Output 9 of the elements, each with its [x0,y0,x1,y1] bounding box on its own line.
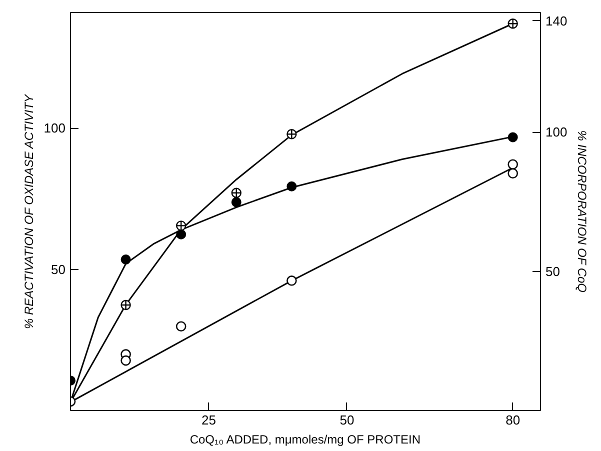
y2-tick-label: 140 [546,13,568,28]
x-tick-label: 25 [202,412,216,428]
x-axis-title: CoQ₁₀ ADDED, mμmoles/mg OF PROTEIN [190,432,421,446]
y-axis-title: % REACTIVATION OF OXIDASE ACTIVITY [22,94,36,330]
y2-tick-label: 100 [546,124,568,140]
y2-axis-title: % INCORPORATION OF CoQ [575,130,590,293]
y2-tick-label: 50 [546,264,560,279]
x-tick-label: 50 [340,412,354,428]
x-tick-label: 80 [506,412,520,428]
